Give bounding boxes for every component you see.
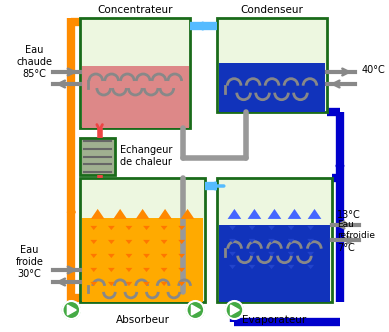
Bar: [80, 178, 205, 302]
Polygon shape: [249, 252, 256, 256]
Text: Evaporateur: Evaporateur: [242, 315, 307, 325]
Polygon shape: [126, 282, 132, 286]
Polygon shape: [143, 282, 150, 286]
Polygon shape: [249, 265, 256, 269]
Polygon shape: [229, 239, 236, 243]
Polygon shape: [178, 254, 185, 258]
Polygon shape: [249, 226, 256, 230]
Bar: [82, 218, 203, 302]
Polygon shape: [229, 226, 236, 230]
Polygon shape: [288, 209, 301, 219]
Text: Eau
froide
30°C: Eau froide 30°C: [16, 245, 43, 279]
Polygon shape: [288, 239, 294, 243]
Polygon shape: [108, 268, 115, 272]
Polygon shape: [143, 254, 150, 258]
Polygon shape: [126, 254, 132, 258]
Polygon shape: [90, 254, 97, 258]
Polygon shape: [307, 252, 314, 256]
Polygon shape: [158, 209, 172, 219]
Polygon shape: [178, 226, 185, 230]
Text: Concentrateur: Concentrateur: [98, 5, 173, 15]
Polygon shape: [126, 240, 132, 244]
Text: 7°C: 7°C: [337, 243, 355, 253]
Bar: [219, 225, 330, 302]
Polygon shape: [268, 239, 275, 243]
Bar: [80, 18, 191, 128]
Bar: [80, 138, 115, 175]
Polygon shape: [178, 268, 185, 272]
Text: Echangeur
de chaleur: Echangeur de chaleur: [120, 145, 172, 167]
Polygon shape: [161, 268, 168, 272]
Circle shape: [226, 301, 243, 319]
Polygon shape: [67, 305, 76, 315]
Polygon shape: [90, 226, 97, 230]
Polygon shape: [248, 209, 261, 219]
Text: Eau
refroidie: Eau refroidie: [337, 220, 375, 240]
Polygon shape: [229, 265, 236, 269]
Polygon shape: [136, 209, 149, 219]
Bar: [217, 178, 332, 302]
Polygon shape: [143, 268, 150, 272]
Polygon shape: [268, 209, 281, 219]
Circle shape: [187, 301, 204, 319]
Text: Absorbeur: Absorbeur: [116, 315, 170, 325]
Polygon shape: [288, 226, 294, 230]
Polygon shape: [228, 209, 241, 219]
Polygon shape: [231, 305, 239, 315]
Polygon shape: [307, 239, 314, 243]
Polygon shape: [268, 252, 275, 256]
Circle shape: [63, 301, 80, 319]
Polygon shape: [108, 254, 115, 258]
Polygon shape: [161, 254, 168, 258]
Polygon shape: [288, 265, 294, 269]
Polygon shape: [143, 240, 150, 244]
Polygon shape: [307, 265, 314, 269]
Polygon shape: [249, 239, 256, 243]
Polygon shape: [108, 240, 115, 244]
Polygon shape: [161, 226, 168, 230]
Polygon shape: [126, 268, 132, 272]
Polygon shape: [191, 305, 200, 315]
Text: 40°C: 40°C: [361, 65, 385, 75]
Bar: [217, 18, 327, 112]
Polygon shape: [161, 282, 168, 286]
Polygon shape: [308, 209, 321, 219]
Polygon shape: [178, 282, 185, 286]
Text: Condenseur: Condenseur: [241, 5, 303, 15]
Polygon shape: [143, 226, 150, 230]
Polygon shape: [113, 209, 127, 219]
Text: Eau
chaude
85°C: Eau chaude 85°C: [16, 45, 52, 79]
Polygon shape: [268, 226, 275, 230]
Bar: [82, 66, 189, 128]
Polygon shape: [90, 268, 97, 272]
Polygon shape: [268, 265, 275, 269]
Polygon shape: [307, 226, 314, 230]
Polygon shape: [90, 282, 97, 286]
Polygon shape: [108, 226, 115, 230]
Polygon shape: [181, 209, 194, 219]
Polygon shape: [229, 252, 236, 256]
Polygon shape: [91, 209, 105, 219]
Polygon shape: [108, 282, 115, 286]
Bar: [219, 63, 325, 112]
Polygon shape: [161, 240, 168, 244]
Polygon shape: [178, 240, 185, 244]
Polygon shape: [90, 240, 97, 244]
Text: 13°C: 13°C: [337, 210, 361, 220]
Polygon shape: [288, 252, 294, 256]
Polygon shape: [126, 226, 132, 230]
